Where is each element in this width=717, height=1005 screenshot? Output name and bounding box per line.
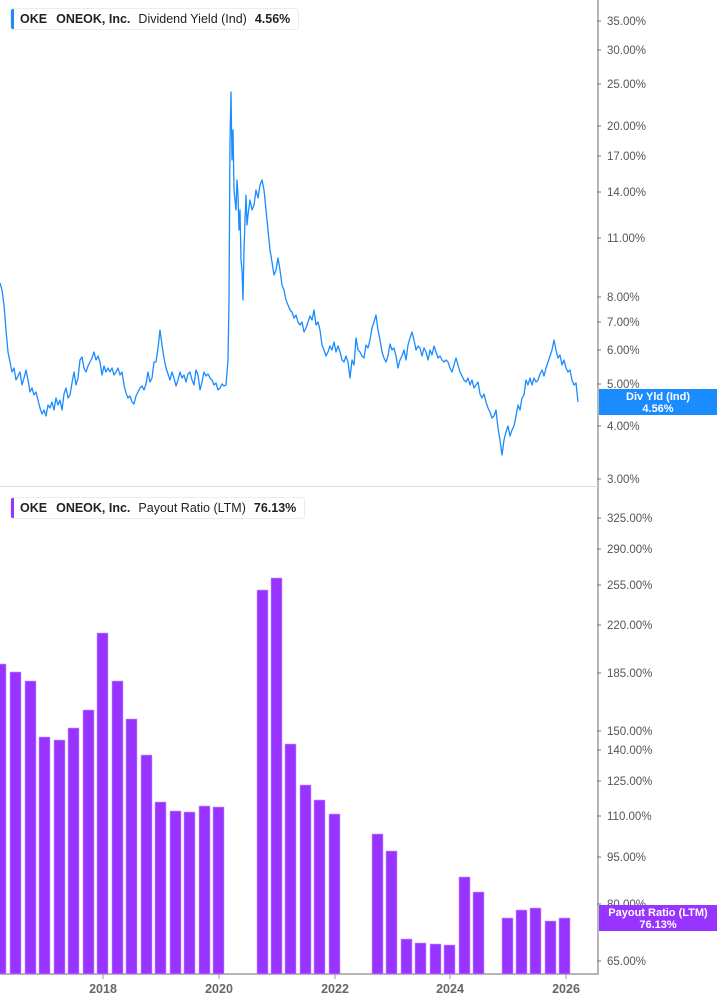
bar (0, 663, 7, 975)
bar (515, 909, 528, 975)
y-tick-label: 17.00% (607, 151, 646, 163)
y-tick-label: 5.00% (607, 379, 640, 391)
bar (429, 943, 442, 975)
y-tick-label: 20.00% (607, 121, 646, 133)
bar (140, 754, 153, 975)
bar (529, 907, 542, 975)
payout-ratio-legend: OKE ONEOK, Inc. Payout Ratio (LTM) 76.13… (10, 497, 306, 519)
tag-value: 76.13% (639, 919, 677, 931)
y-tick-label: 6.00% (607, 345, 640, 357)
y-tick-label: 14.00% (607, 187, 646, 199)
bar (169, 810, 182, 975)
y-tick-label: 255.00% (607, 580, 652, 592)
bar (501, 917, 514, 975)
y-tick-label: 35.00% (607, 16, 646, 28)
bar (38, 736, 51, 975)
y-tick-label: 140.00% (607, 745, 652, 757)
y-tick-label: 11.00% (607, 233, 645, 245)
x-tick-label: 2018 (89, 982, 117, 996)
bar (96, 632, 109, 975)
y-tick-label: 3.00% (607, 474, 640, 486)
y-tick-label: 110.00% (607, 811, 652, 823)
dividend-yield-panel: 35.00% 30.00% 25.00% 20.00% 17.00% 14.00… (0, 0, 717, 487)
y-tick-label: 65.00% (607, 956, 646, 968)
y-tick-label: 95.00% (607, 852, 646, 864)
bar (53, 739, 66, 975)
bar (400, 938, 413, 975)
bar (558, 917, 571, 975)
panel-divider (0, 486, 598, 487)
metric-value: 4.56% (254, 12, 291, 26)
bar (284, 743, 297, 975)
bar (212, 806, 225, 975)
bar (125, 718, 138, 975)
bar (299, 784, 312, 975)
metric-name: Dividend Yield (Ind) (138, 12, 247, 26)
bar (443, 944, 456, 975)
bar (67, 727, 80, 975)
bar (313, 799, 326, 975)
metric-value: 76.13% (253, 501, 297, 515)
bar (82, 709, 95, 975)
legend-color-bar (11, 498, 14, 518)
x-axis-ticks (102, 974, 567, 979)
y-tick-label: 290.00% (607, 544, 652, 556)
y-tick-label: 30.00% (607, 45, 646, 57)
y-tick-label: 7.00% (607, 317, 640, 329)
payout-ratio-value-tag: Payout Ratio (LTM) 76.13% (599, 905, 717, 931)
bar (371, 833, 384, 975)
y-tick-label: 25.00% (607, 79, 646, 91)
bar (111, 680, 124, 975)
x-tick-label: 2022 (321, 982, 349, 996)
y-tick-label: 8.00% (607, 292, 640, 304)
payout-ratio-panel: 325.00% 290.00% 255.00% 220.00% 185.00% … (0, 487, 717, 1005)
x-tick-label: 2026 (552, 982, 580, 996)
dividend-yield-value-tag: Div Yld (Ind) 4.56% (599, 389, 717, 415)
y-tick-label: 150.00% (607, 726, 652, 738)
ticker-symbol: OKE (20, 12, 48, 26)
company-name: ONEOK, Inc. (56, 501, 131, 515)
bar (256, 589, 269, 975)
company-name: ONEOK, Inc. (56, 12, 131, 26)
x-axis-labels: 2018 2020 2022 2024 2026 (89, 982, 580, 996)
y-axis-ticks: 325.00% 290.00% 255.00% 220.00% 185.00% … (597, 513, 652, 968)
bar (270, 577, 283, 975)
bar (385, 850, 398, 975)
bar (328, 813, 341, 975)
metric-name: Payout Ratio (LTM) (138, 501, 246, 515)
tag-value: 4.56% (642, 403, 674, 415)
dividend-yield-chart: 35.00% 30.00% 25.00% 20.00% 17.00% 14.00… (0, 0, 646, 487)
bar (183, 811, 196, 975)
tag-label: Payout Ratio (LTM) (608, 907, 708, 919)
y-tick-label: 185.00% (607, 668, 652, 680)
bar (414, 942, 427, 975)
y-tick-label: 325.00% (607, 513, 652, 525)
bar (544, 920, 557, 975)
bar (24, 680, 37, 975)
y-tick-label: 125.00% (607, 776, 652, 788)
dividend-yield-legend: OKE ONEOK, Inc. Dividend Yield (Ind) 4.5… (10, 8, 300, 30)
bar (472, 891, 485, 975)
x-tick-label: 2024 (436, 982, 464, 996)
x-tick-label: 2020 (205, 982, 233, 996)
dividend-yield-line (0, 91, 579, 456)
bar (154, 801, 167, 975)
bar (9, 671, 22, 975)
payout-ratio-chart: 325.00% 290.00% 255.00% 220.00% 185.00% … (0, 487, 652, 996)
y-tick-label: 220.00% (607, 620, 652, 632)
bar (458, 876, 471, 975)
legend-color-bar (11, 9, 14, 29)
y-axis-ticks: 35.00% 30.00% 25.00% 20.00% 17.00% 14.00… (597, 16, 646, 486)
y-tick-label: 4.00% (607, 421, 640, 433)
payout-ratio-bars (0, 577, 571, 975)
ticker-symbol: OKE (20, 501, 48, 515)
bar (198, 805, 211, 975)
tag-label: Div Yld (Ind) (626, 391, 690, 403)
